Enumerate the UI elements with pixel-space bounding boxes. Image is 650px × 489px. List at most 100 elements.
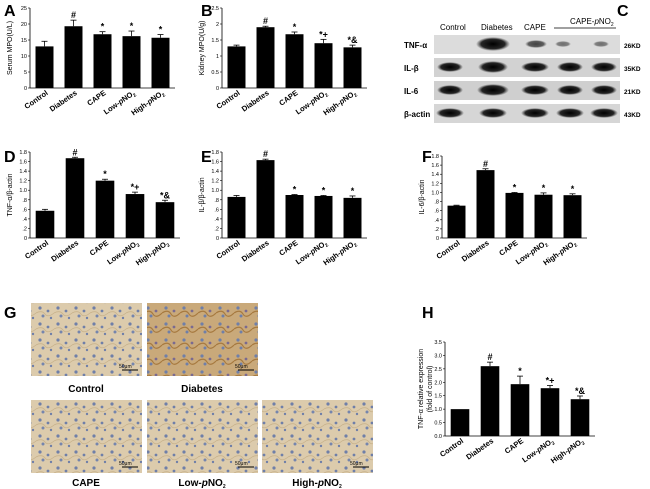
y-tick-label: .6 [214, 207, 219, 213]
bar [570, 399, 590, 436]
bar [343, 47, 362, 88]
western-blot: Control Diabetes CAPE CAPE-pNO2 TNF-α IL… [404, 17, 641, 123]
significance-mark: # [72, 147, 77, 157]
bar [285, 195, 304, 238]
y-tick-label: 10 [21, 54, 27, 60]
chart-il-6: 0.2.4.6.81.01.21.41.61.8IL-6/β-actinCont… [419, 154, 587, 269]
wb-band [557, 62, 583, 72]
panel-label-d: D [4, 149, 16, 166]
bar [540, 388, 560, 436]
y-tick-label: 0.5 [434, 421, 442, 427]
wb-band [521, 108, 549, 118]
wb-band [437, 62, 463, 72]
category-label: Control [23, 238, 50, 261]
category-label: High-pNO2 [322, 238, 359, 269]
significance-mark: # [487, 352, 492, 362]
y-tick-label: 0 [24, 86, 27, 92]
bar [122, 36, 141, 88]
bar [480, 366, 500, 436]
wb-size-tnf: 26KD [624, 43, 641, 50]
y-tick-label: .8 [434, 200, 439, 206]
category-label: High-pNO2 [134, 238, 171, 269]
significance-mark: * [351, 186, 355, 196]
significance-mark: * [293, 22, 297, 32]
wb-band [591, 62, 617, 72]
significance-mark: * [513, 182, 517, 192]
wb-band [556, 108, 584, 118]
scale-bar-label: 50μm [119, 364, 132, 370]
wb-header-diabetes: Diabetes [481, 23, 513, 32]
bar [343, 197, 362, 238]
wb-band [437, 85, 463, 95]
wb-band [590, 108, 618, 118]
y-tick-label: .4 [214, 217, 219, 223]
bar [155, 202, 175, 238]
y-tick-label: 1.4 [211, 169, 219, 175]
significance-mark: * [103, 169, 107, 179]
wb-label-tnf: TNF-α [404, 41, 427, 50]
bar [227, 196, 246, 238]
bar [93, 34, 112, 88]
category-label: CAPE [503, 436, 525, 455]
bar [450, 409, 470, 436]
wb-band [557, 85, 583, 95]
significance-mark: * [293, 185, 297, 195]
y-tick-label: .8 [22, 198, 27, 204]
bar [505, 192, 524, 238]
panel-label-a: A [4, 3, 16, 20]
y-tick-label: 1.0 [211, 188, 219, 194]
bar [285, 34, 304, 88]
y-axis-label: IL-6/β-actin [419, 179, 426, 214]
y-tick-label: 25 [21, 6, 27, 12]
y-tick-label: 1.0 [434, 407, 442, 413]
scale-bar-label: 50μm [235, 461, 248, 467]
panel-label-g: G [4, 305, 16, 322]
y-tick-label: 20 [21, 22, 27, 28]
y-tick-label: 3.5 [434, 340, 442, 346]
y-tick-label: 5 [24, 70, 27, 76]
wb-band [525, 40, 547, 48]
bar [151, 37, 170, 88]
wb-band [593, 41, 609, 47]
category-label: High-pNO2 [549, 436, 586, 467]
y-tick-label: .6 [22, 207, 27, 213]
bar [476, 170, 495, 238]
chart-tnf-alpha: 0 .2 .4 .6 .8 1.0 1.2 1.4 1.6 1.8 TNF-α/β-actin Con… [7, 147, 180, 269]
y-axis-label: TNF-α relative expression (fold of contro… [418, 349, 434, 429]
wb-band [476, 37, 510, 51]
significance-mark: * [542, 183, 546, 193]
bar [256, 27, 275, 88]
bar [35, 46, 54, 88]
y-tick-label: .6 [434, 209, 439, 215]
y-tick-label: 3.0 [434, 353, 442, 359]
wb-label-actin: β-actin [404, 110, 430, 119]
category-label: Diabetes [464, 436, 495, 461]
bar [314, 195, 333, 238]
y-tick-label: 0 [216, 236, 219, 242]
wb-band [478, 61, 508, 73]
scale-bar-label: 50μm [119, 461, 132, 467]
y-tick-label: 0 [24, 236, 27, 242]
bar [227, 46, 246, 88]
y-tick-label: 1.4 [19, 169, 27, 175]
significance-mark: # [71, 10, 76, 20]
wb-size-il-6: 21KD [624, 89, 641, 96]
significance-mark: *& [160, 190, 171, 200]
y-axis-label: Serum MPO(U/L) [7, 21, 14, 75]
category-label: High-pNO2 [542, 238, 579, 269]
y-tick-label: 1.2 [431, 181, 439, 187]
wb-band [479, 108, 507, 118]
panel-label-h: H [422, 305, 434, 322]
category-label: Diabetes [240, 88, 271, 113]
micrographs: 50μm 50μm 50μm 50μm 50μm Control Diabete… [31, 303, 373, 489]
bar [65, 158, 85, 238]
y-axis-label: TNF-α/β-actin [7, 173, 14, 216]
chart-il-beta: 0.2.4.6.81.01.21.41.61.8IL-β/β-actinCont… [199, 149, 367, 269]
category-label: High-pNO2 [322, 88, 359, 119]
bar [95, 180, 115, 238]
y-tick-label: 0.5 [211, 70, 219, 76]
significance-mark: *& [575, 386, 586, 396]
y-tick-label: 2.0 [434, 380, 442, 386]
